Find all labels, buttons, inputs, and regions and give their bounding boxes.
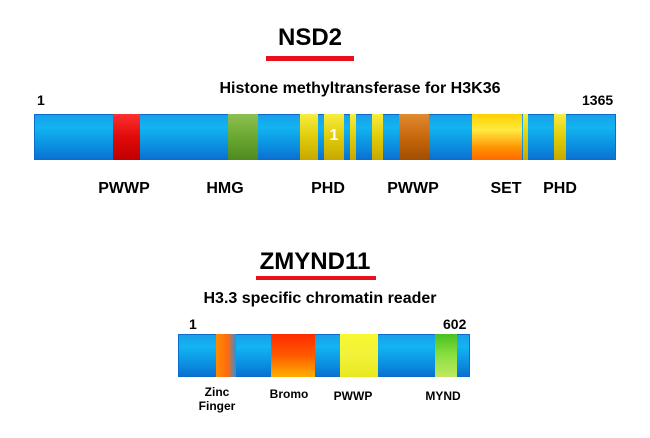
nsd2-subtitle: Histone methyltransferase for H3K36 — [219, 80, 501, 97]
nsd2-set-post-domain — [523, 114, 528, 160]
nsd2-label-phd2: PHD — [543, 180, 577, 197]
zmynd11-mynd-domain — [435, 334, 457, 377]
nsd2-end-number: 1365 — [582, 92, 614, 108]
zmynd11-zinc-finger-domain — [216, 334, 236, 377]
zmynd11-start-number: 1 — [189, 316, 197, 332]
zmynd11-label-bromo: Bromo — [269, 387, 309, 401]
nsd2-phd1-domain-a — [300, 114, 318, 160]
nsd2-title-underline — [266, 56, 354, 61]
nsd2-protein-bar: 1 — [34, 114, 616, 160]
zmynd11-label-mynd: MYND — [425, 389, 461, 403]
nsd2-label-pwwp1: PWWP — [98, 180, 150, 197]
nsd2-pwwp2-domain — [399, 114, 429, 160]
zmynd11-label-zinc-line1: Zinc — [204, 385, 230, 399]
nsd2-label-set: SET — [490, 180, 522, 197]
nsd2-label-hmg: HMG — [206, 180, 244, 197]
nsd2-title: NSD2 — [277, 24, 343, 51]
zmynd11-label-pwwp: PWWP — [333, 389, 373, 403]
zmynd11-label-zinc-line2: Finger — [198, 399, 236, 413]
zmynd11-protein-bar — [178, 334, 470, 377]
zmynd11-label-zinc-finger: Zinc Finger — [192, 385, 242, 413]
nsd2-phd1-domain-b — [324, 114, 344, 160]
zmynd11-end-number: 602 — [443, 316, 467, 332]
nsd2-label-pwwp2: PWWP — [387, 180, 439, 197]
zmynd11-title-underline — [256, 276, 376, 280]
nsd2-label-phd1: PHD — [311, 180, 345, 197]
nsd2-phd-small-domain — [372, 114, 383, 160]
zmynd11-title: ZMYND11 — [259, 248, 371, 275]
nsd2-start-number: 1 — [37, 92, 45, 108]
nsd2-phd1-domain-c — [350, 114, 356, 160]
zmynd11-bromo-domain — [271, 334, 315, 377]
zmynd11-subtitle: H3.3 specific chromatin reader — [203, 290, 437, 307]
nsd2-pwwp1-domain — [113, 114, 140, 160]
nsd2-hmg-domain — [228, 114, 258, 160]
zmynd11-pwwp-domain — [340, 334, 378, 377]
nsd2-set-domain — [472, 114, 522, 160]
nsd2-phd-number: 1 — [329, 127, 339, 144]
nsd2-phd2-domain — [554, 114, 566, 160]
